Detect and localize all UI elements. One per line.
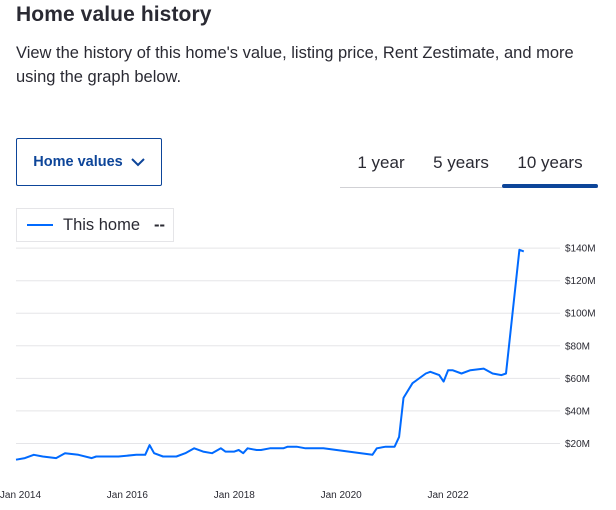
- chart-legend: This home --: [16, 208, 174, 242]
- y-tick-label: $60M: [565, 374, 590, 385]
- dropdown-label: Home values: [33, 154, 123, 170]
- y-tick-label: $140M: [565, 244, 596, 255]
- tab-1-year[interactable]: 1 year: [357, 153, 405, 172]
- x-tick-label: Jan 2018: [214, 490, 256, 501]
- y-axis-ticks: $20M $40M $60M $80M $100M $120M $140M: [565, 244, 596, 450]
- home-value-chart: $20M $40M $60M $80M $100M $120M $140M Jan 2014…: [0, 244, 596, 501]
- y-tick-label: $120M: [565, 276, 596, 287]
- y-tick-label: $80M: [565, 341, 590, 352]
- time-range-tabs: 1 year 5 years 10 years: [340, 140, 598, 188]
- page-subtitle: View the history of this home's value, l…: [16, 44, 574, 86]
- x-tick-label: Jan 2016: [107, 490, 149, 501]
- legend-line-swatch: [27, 224, 53, 226]
- series-line-this-home: [15, 248, 525, 461]
- y-tick-label: $100M: [565, 309, 596, 320]
- legend-value: --: [154, 215, 166, 234]
- tab-5-years[interactable]: 5 years: [433, 153, 489, 172]
- y-tick-label: $40M: [565, 406, 590, 417]
- legend-label: This home: [63, 215, 141, 234]
- home-values-dropdown[interactable]: Home values: [16, 138, 162, 186]
- x-axis-ticks: Jan 2014 Jan 2016 Jan 2018 Jan 2020 Jan 2022: [0, 490, 469, 501]
- chevron-down-icon: [131, 157, 145, 166]
- chart-grid: [16, 247, 560, 444]
- tab-10-years[interactable]: 10 years: [502, 140, 598, 188]
- x-tick-label: Jan 2014: [0, 490, 41, 501]
- y-tick-label: $20M: [565, 439, 590, 450]
- x-tick-label: Jan 2020: [321, 490, 363, 501]
- x-tick-label: Jan 2022: [428, 490, 470, 501]
- page-title: Home value history: [16, 3, 212, 26]
